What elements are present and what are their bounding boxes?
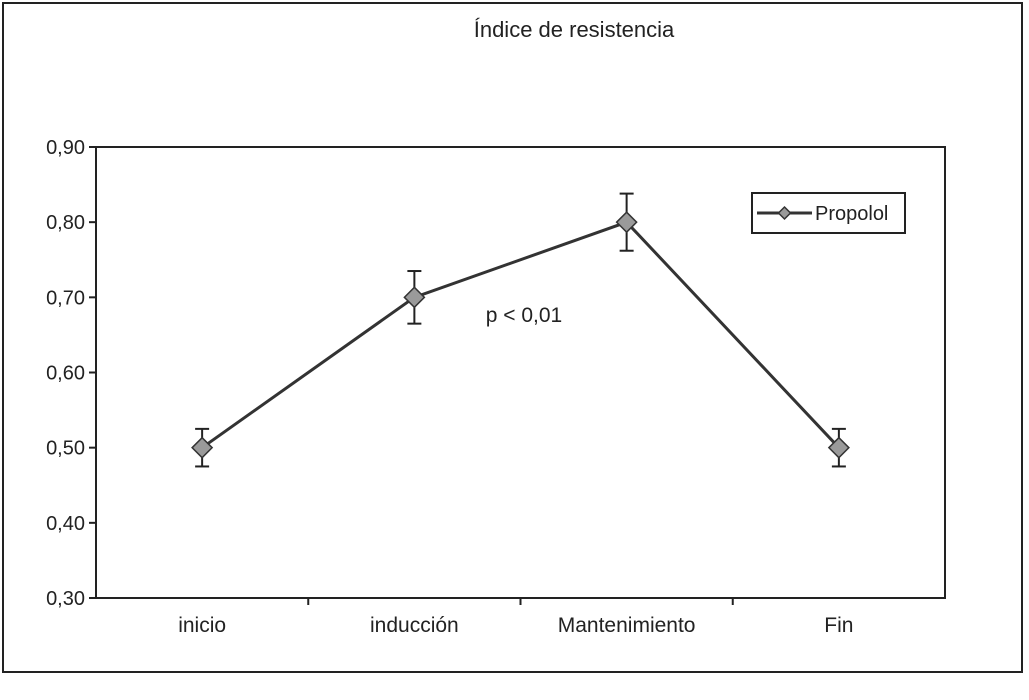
legend-label: Propolol: [815, 203, 888, 225]
y-tick-label: 0,40: [46, 513, 85, 535]
y-tick-label: 0,90: [46, 137, 85, 159]
chart-title: Índice de resistencia: [474, 17, 675, 42]
data-point-marker: [615, 211, 638, 234]
y-tick-label: 0,60: [46, 363, 85, 385]
x-tick-label: Fin: [824, 614, 853, 637]
data-point-marker: [827, 436, 850, 459]
x-tick-label: inducción: [370, 614, 459, 637]
legend: Propolol: [751, 192, 906, 234]
y-tick-label: 0,30: [46, 588, 85, 610]
chart-frame: [2, 2, 1023, 673]
y-tick-label: 0,80: [46, 212, 85, 234]
series-group: [191, 192, 850, 468]
significance-annotation: p < 0,01: [486, 304, 562, 327]
data-point-marker: [191, 436, 214, 459]
series-line: [201, 220, 840, 449]
data-point-marker: [403, 286, 426, 309]
x-tick-label: inicio: [178, 614, 226, 637]
legend-marker: [777, 205, 792, 221]
x-tick-label: Mantenimiento: [558, 614, 696, 637]
x-axis: inicio inducción Mantenimiento Fin: [178, 598, 853, 637]
y-axis: 0,30 0,40 0,50 0,60 0,70 0,80 0,90: [46, 137, 96, 610]
y-tick-label: 0,50: [46, 438, 85, 460]
y-tick-label: 0,70: [46, 287, 85, 309]
